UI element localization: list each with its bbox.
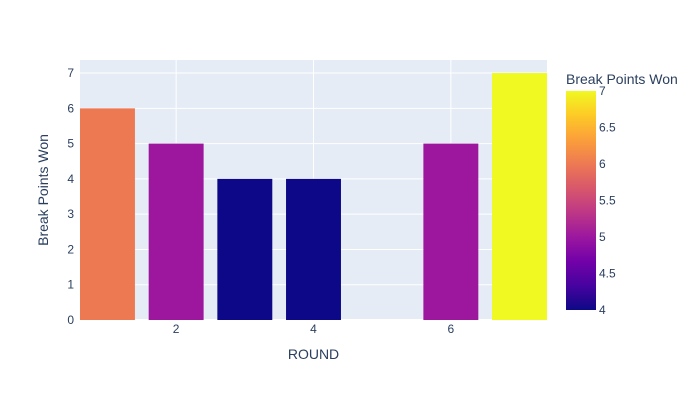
colorbar-gradient: [566, 91, 596, 310]
colorbar: Break Points Won 4 4.5 5 5.5 6 6.5 7: [566, 71, 678, 317]
bar: [217, 178, 273, 320]
y-tick-label: 4: [67, 172, 74, 186]
colorbar-tick-label: 4: [599, 303, 606, 317]
y-axis-title: Break Points Won: [35, 134, 51, 246]
y-axis-ticks: 0 1 2 3 4 5 6 7: [67, 66, 74, 327]
colorbar-tick-label: 6: [599, 157, 606, 171]
colorbar-tick-label: 5: [599, 230, 606, 244]
x-axis-title: ROUND: [288, 346, 339, 362]
x-tick-label: 6: [448, 322, 455, 336]
bar: [286, 178, 341, 320]
y-tick-label: 6: [67, 101, 74, 115]
colorbar-title: Break Points Won: [566, 71, 678, 87]
y-tick-label: 3: [67, 207, 74, 221]
x-tick-label: 4: [310, 322, 317, 336]
bar: [148, 143, 204, 320]
y-tick-label: 5: [67, 137, 74, 151]
colorbar-tick-label: 6.5: [599, 121, 616, 135]
y-tick-label: 7: [67, 66, 74, 80]
colorbar-ticks: 4 4.5 5 5.5 6 6.5 7: [599, 84, 616, 317]
bar: [80, 108, 135, 320]
bar: [492, 73, 547, 320]
x-tick-label: 2: [173, 322, 180, 336]
colorbar-tick-label: 5.5: [599, 194, 616, 208]
colorbar-tick-label: 7: [599, 84, 606, 98]
y-tick-label: 0: [67, 313, 74, 327]
y-tick-label: 1: [67, 278, 74, 292]
bars: [80, 73, 547, 320]
y-tick-label: 2: [67, 242, 74, 256]
colorbar-tick-label: 4.5: [599, 267, 616, 281]
x-axis-ticks: 2 4 6: [173, 322, 455, 336]
bar: [423, 143, 479, 320]
